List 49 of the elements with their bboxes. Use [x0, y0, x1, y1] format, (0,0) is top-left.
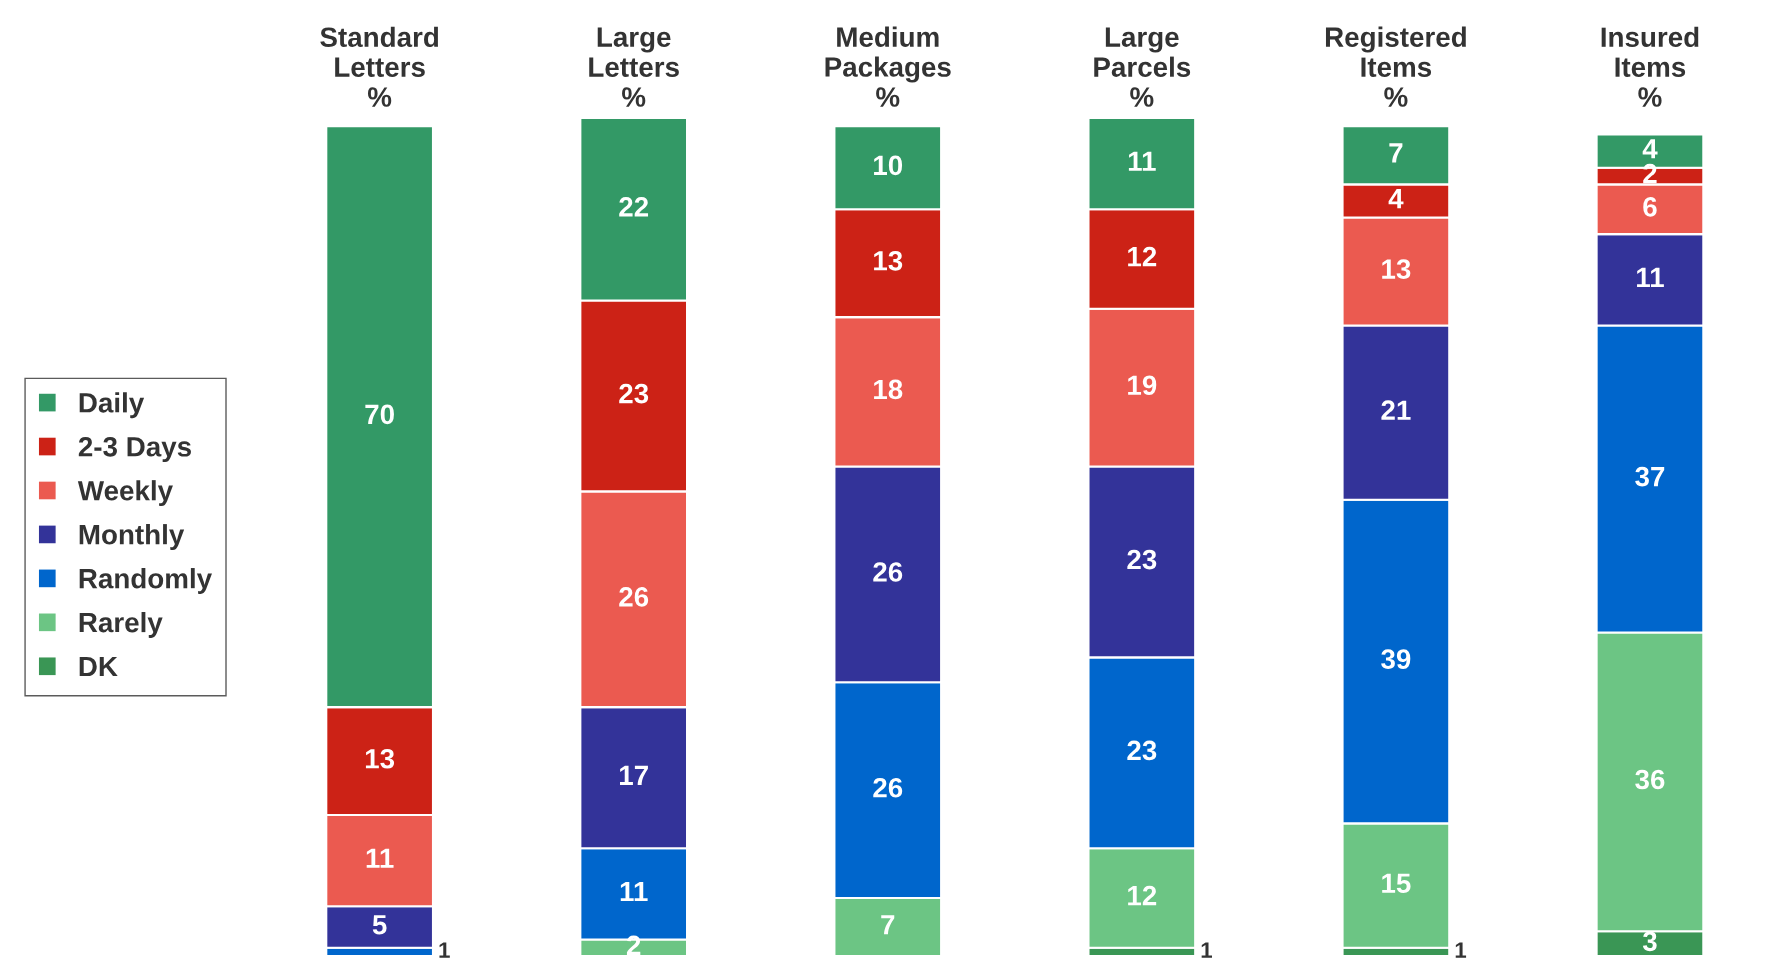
data-label: 17: [620, 765, 648, 785]
data-label: 12: [1128, 885, 1157, 906]
data-label: 26: [873, 777, 903, 798]
data-label: 1: [1201, 942, 1213, 958]
data-label: 23: [619, 383, 649, 404]
legend-label: Weekly: [77, 480, 173, 507]
x-tick-label: Standard Letters %: [320, 26, 438, 107]
data-label: 11: [1128, 151, 1156, 171]
data-label: 6: [1643, 197, 1657, 217]
x-tick-label: Large Letters %: [589, 27, 679, 107]
data-label: 11: [366, 848, 394, 868]
data-label: 11: [620, 881, 648, 902]
data-label: 22: [619, 197, 649, 217]
x-tick-label: Registered Items %: [1325, 26, 1466, 107]
legend-label: Rarely: [79, 611, 163, 638]
data-label: 7: [881, 915, 895, 935]
data-label: 19: [1128, 375, 1157, 396]
data-label: 18: [874, 379, 903, 400]
data-label: 5: [372, 915, 387, 935]
data-label: 13: [365, 748, 395, 769]
data-label: 4: [1388, 189, 1404, 209]
data-label: 36: [1635, 769, 1665, 790]
data-label: 13: [874, 250, 903, 271]
data-label: 7: [1389, 143, 1403, 163]
data-label: 23: [1127, 740, 1157, 761]
data-label: 26: [619, 587, 649, 607]
data-label: 10: [874, 155, 903, 176]
x-tick-label: Insured Items %: [1601, 26, 1699, 107]
data-label: 11: [1637, 267, 1664, 287]
data-label: 3: [1642, 931, 1657, 952]
data-label: 12: [1128, 246, 1157, 267]
legend-label: DK: [79, 656, 118, 677]
data-label: 21: [1381, 400, 1411, 420]
data-label: 1: [439, 942, 450, 958]
data-label: 26: [873, 562, 903, 582]
data-label: 70: [365, 404, 394, 425]
data-label: 39: [1381, 649, 1411, 670]
data-label: 1: [1455, 942, 1467, 958]
data-label: 15: [1382, 873, 1411, 894]
legend-label: Randomly: [79, 568, 212, 594]
x-tick-label: Large Parcels %: [1094, 27, 1191, 107]
data-label: 13: [1382, 259, 1411, 279]
legend-label: 2-3 Days: [78, 436, 191, 463]
legend-label: Daily: [79, 392, 145, 419]
data-label: 37: [1635, 466, 1665, 487]
data-label: 4: [1642, 139, 1658, 159]
data-label: 23: [1127, 549, 1157, 570]
x-tick-label: Medium Packages %: [825, 26, 951, 107]
legend-label: Monthly: [79, 524, 185, 550]
